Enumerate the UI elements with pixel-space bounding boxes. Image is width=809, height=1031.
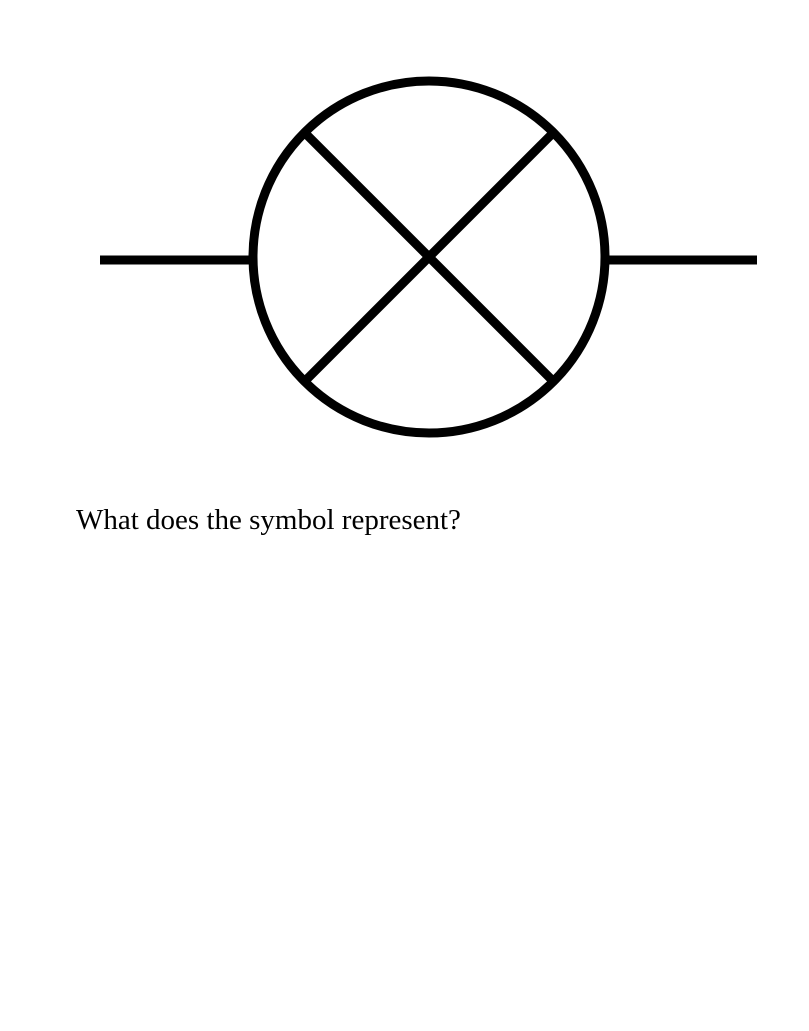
question-text: What does the symbol represent?	[76, 504, 461, 536]
lamp-circle	[248, 76, 610, 438]
cross-diagonal-2	[301, 129, 557, 385]
lamp-symbol-figure	[0, 0, 809, 460]
lamp-symbol-icon	[100, 76, 757, 438]
